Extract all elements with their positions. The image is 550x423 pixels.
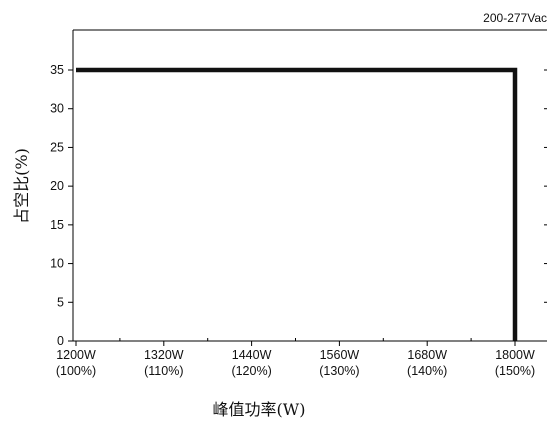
x-tick-label: 1440W [232,348,272,362]
y-tick-label: 35 [50,63,64,77]
x-axis-title: 峰值功率(W) [213,400,306,419]
x-tick-label: 1800W [495,348,535,362]
x-tick-sublabel: (120%) [231,364,271,378]
y-tick-label: 0 [57,334,64,348]
x-tick-sublabel: (100%) [56,364,96,378]
corner-label: 200-277Vac [483,11,547,25]
y-tick-label: 5 [57,295,64,309]
x-tick-label: 1200W [56,348,96,362]
x-tick-label: 1320W [144,348,184,362]
x-tick-sublabel: (110%) [144,364,183,378]
y-tick-label: 10 [50,257,64,271]
y-ticks: 0 5 10 15 20 25 30 35 [50,63,547,348]
x-tick-sublabel: (130%) [319,364,359,378]
x-ticks: 1200W (100%) 1320W (110%) 1440W (120%) 1560W (1… [56,338,535,378]
y-tick-label: 25 [50,140,64,154]
y-tick-label: 20 [50,179,64,193]
x-tick-sublabel: (150%) [495,364,535,378]
axes [72,29,547,342]
y-tick-label: 30 [50,102,64,116]
y-tick-label: 15 [50,218,64,232]
series-layer [76,67,518,341]
x-tick-label: 1560W [320,348,360,362]
x-tick-label: 1680W [407,348,447,362]
y-axis-title: 占空比(%) [12,148,31,224]
series-line [76,67,518,341]
x-tick-sublabel: (140%) [407,364,447,378]
